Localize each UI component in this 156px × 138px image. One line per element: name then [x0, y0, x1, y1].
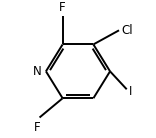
Text: F: F: [59, 1, 66, 14]
Text: F: F: [34, 121, 40, 134]
Text: I: I: [129, 85, 133, 98]
Text: Cl: Cl: [122, 24, 133, 37]
Text: N: N: [33, 65, 42, 78]
